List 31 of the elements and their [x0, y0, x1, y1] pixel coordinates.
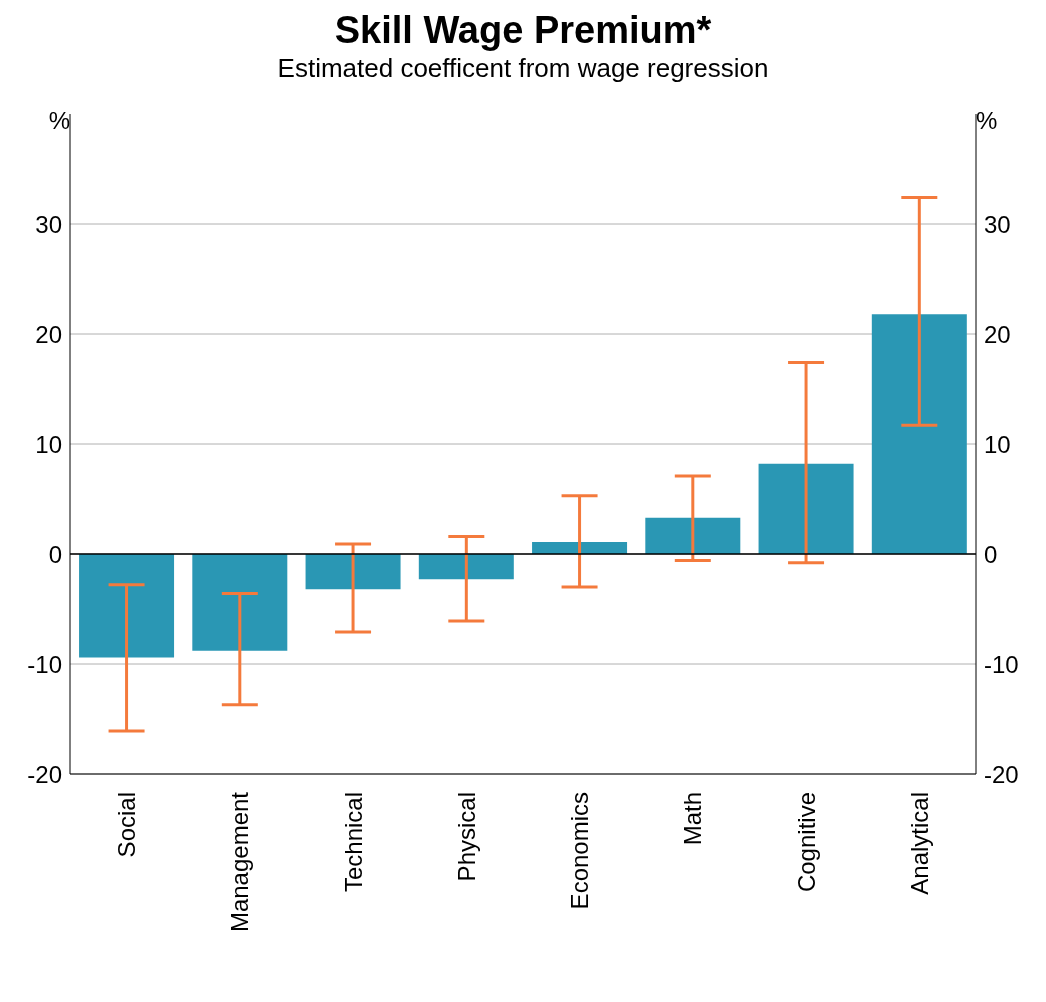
y-tick-label: 10: [35, 430, 62, 458]
y-tick-label: 20: [35, 320, 62, 348]
bar: [305, 554, 401, 590]
y2-tick-label: 10: [984, 430, 1011, 458]
bar: [645, 517, 741, 554]
x-tick-label: Economics: [566, 792, 594, 910]
chart-subtitle: Estimated coefficent from wage regression: [276, 52, 770, 84]
y2-tick-label: 20: [984, 320, 1011, 348]
y2-tick-label: -20: [984, 760, 1019, 788]
bar: [192, 554, 288, 651]
bar: [758, 463, 854, 554]
y-tick-label: -10: [27, 650, 62, 678]
x-tick-label: Analytical: [905, 792, 933, 895]
y-tick-label: 0: [48, 540, 62, 568]
chart-title: Skill Wage Premium*: [333, 8, 713, 52]
y-tick-label: 30: [35, 210, 62, 238]
x-tick-label: Math: [679, 792, 707, 846]
x-tick-label: Cognitive: [792, 792, 820, 893]
y2-tick-label: 0: [984, 540, 998, 568]
x-tick-label: Physical: [452, 792, 480, 882]
x-tick-label: Social: [113, 792, 141, 858]
y2-axis-title: %: [976, 107, 998, 135]
bar: [418, 554, 514, 580]
bar: [79, 554, 175, 658]
y-axis-title: %: [48, 107, 70, 135]
bar: [871, 314, 967, 554]
y2-tick-label: -10: [984, 650, 1019, 678]
y-tick-label: -20: [27, 760, 62, 788]
y2-tick-label: 30: [984, 210, 1011, 238]
x-tick-label: Management: [226, 791, 254, 933]
x-tick-label: Technical: [339, 792, 367, 893]
